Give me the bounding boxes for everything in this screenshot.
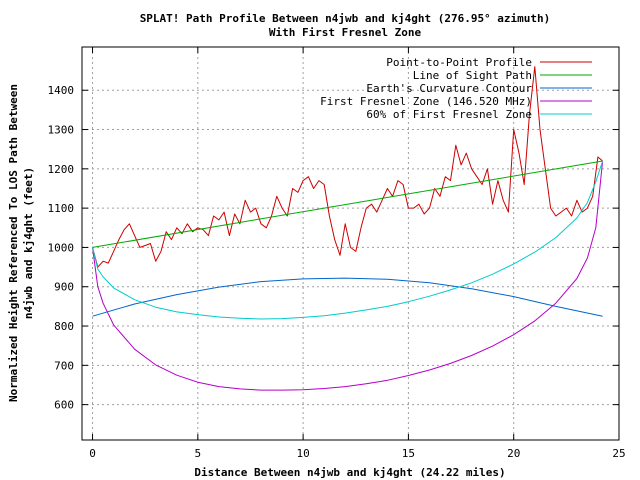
series-line-line-of-sight-path xyxy=(92,160,603,248)
legend-label-first-fresnel-zone-146-520-mhz: First Fresnel Zone (146.520 MHz) xyxy=(320,95,532,108)
chart-subtitle: With First Fresnel Zone xyxy=(269,26,422,39)
y-axis-label-line2: n4jwb and kj4ght (feet) xyxy=(22,167,35,319)
y-tick-label: 800 xyxy=(54,320,74,333)
legend-label-line-of-sight-path: Line of Sight Path xyxy=(413,69,532,82)
plot-series xyxy=(92,66,604,391)
y-axis-label-line1: Normalized Height Referenced To LOS Path… xyxy=(7,84,20,402)
chart-title: SPLAT! Path Profile Between n4jwb and kj… xyxy=(140,12,551,25)
x-tick-label: 20 xyxy=(507,447,520,460)
x-tick-label: 15 xyxy=(402,447,415,460)
x-tick-label: 25 xyxy=(612,447,625,460)
series-line-first-fresnel-zone-146-520-mhz xyxy=(92,160,604,391)
y-tick-label: 600 xyxy=(54,399,74,412)
y-tick-label: 1200 xyxy=(48,163,75,176)
y-tick-label: 1000 xyxy=(48,241,75,254)
x-tick-label: 10 xyxy=(296,447,309,460)
y-tick-label: 1400 xyxy=(48,84,75,97)
y-tick-label: 700 xyxy=(54,359,74,372)
y-tick-label: 1300 xyxy=(48,124,75,137)
legend-label-60-of-first-fresnel-zone: 60% of First Fresnel Zone xyxy=(366,108,532,121)
series-line-earth-s-curvature-contour xyxy=(92,277,603,317)
legend-label-earth-s-curvature-contour: Earth's Curvature Contour xyxy=(366,82,532,95)
legend-label-point-to-point-profile: Point-to-Point Profile xyxy=(386,56,532,69)
axis-ticks: 0 5 10 15 20 25 600 700 800 900 1000 1100 1200 1300 14… xyxy=(48,47,626,460)
x-axis-label: Distance Between n4jwb and kj4ght (24.22… xyxy=(194,466,505,479)
x-tick-label: 0 xyxy=(89,447,96,460)
plot-frame xyxy=(81,46,620,441)
series-line-60-of-first-fresnel-zone xyxy=(92,160,604,320)
y-tick-label: 1100 xyxy=(48,202,75,215)
series-line-point-to-point-profile xyxy=(92,66,603,268)
y-tick-label: 900 xyxy=(54,281,74,294)
x-tick-label: 5 xyxy=(195,447,202,460)
